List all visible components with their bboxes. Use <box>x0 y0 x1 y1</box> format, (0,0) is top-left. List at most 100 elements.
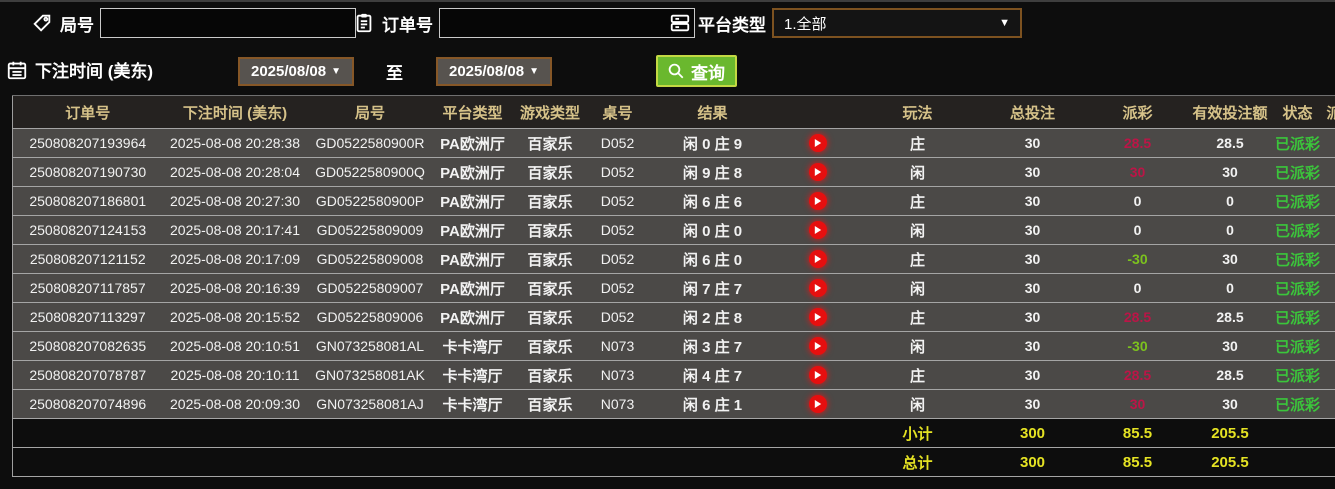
cell-valid-bet: 0 <box>1187 186 1273 216</box>
cell-bet-type: 庄 <box>857 302 978 332</box>
cell-game-type: 百家乐 <box>512 157 588 187</box>
platform-type-filter: 平台类型 1.全部 ▼ <box>668 8 1022 38</box>
grand-total-row: 总计 300 85.5 205.5 <box>12 447 1335 477</box>
order-no-input[interactable] <box>439 8 695 38</box>
cell-total-bet: 30 <box>977 302 1088 332</box>
cell-payout: 28.5 <box>1087 128 1188 158</box>
table-row: 250808207186801 2025-08-08 20:27:30 GD0522… <box>12 186 1335 216</box>
cell-replay <box>777 389 858 419</box>
order-no-filter: 订单号 <box>352 8 695 38</box>
cell-total-bet: 30 <box>977 186 1088 216</box>
cell-replay <box>777 273 858 303</box>
bet-records-table: 订单号 下注时间 (美东) 局号 平台类型 游戏类型 桌号 结果 玩法 总投注 … <box>12 95 1335 477</box>
play-video-icon[interactable] <box>808 395 827 414</box>
cell-result: 闲 3 庄 7 <box>647 331 778 361</box>
chevron-down-icon: ▼ <box>529 66 539 77</box>
cell-total-bet: 30 <box>977 244 1088 274</box>
header-platform-type: 平台类型 <box>432 95 513 129</box>
cell-replay <box>777 186 858 216</box>
cell-payout: 30 <box>1087 389 1188 419</box>
cell-payout: 0 <box>1087 186 1188 216</box>
cell-game-type: 百家乐 <box>512 273 588 303</box>
play-video-icon[interactable] <box>808 163 827 182</box>
cell-status: 已派彩 <box>1272 273 1323 303</box>
play-video-icon[interactable] <box>808 337 827 356</box>
cell-bet-type: 庄 <box>857 360 978 390</box>
table-row: 250808207082635 2025-08-08 20:10:51 GN0732… <box>12 331 1335 361</box>
date-to-picker[interactable]: 2025/08/08 ▼ <box>436 57 552 86</box>
header-table-no: 桌号 <box>587 95 648 129</box>
cell-platform-type: 卡卡湾厅 <box>432 360 513 390</box>
header-bet-type: 玩法 <box>857 95 978 129</box>
play-video-icon[interactable] <box>808 308 827 327</box>
cell-table-no: N073 <box>587 331 648 361</box>
cell-replay <box>777 157 858 187</box>
cell-order-no: 250808207078787 <box>12 360 163 390</box>
cell-payout: 28.5 <box>1087 302 1188 332</box>
bet-time-filter-label: 下注时间 (美东) <box>5 57 153 82</box>
cell-clipped-column <box>1322 273 1335 303</box>
play-video-icon[interactable] <box>808 366 827 385</box>
cell-clipped-column <box>1322 302 1335 332</box>
cell-replay <box>777 244 858 274</box>
cell-total-bet: 30 <box>977 360 1088 390</box>
cell-result: 闲 2 庄 8 <box>647 302 778 332</box>
cell-result: 闲 6 庄 0 <box>647 244 778 274</box>
search-icon <box>664 59 688 83</box>
cell-total-bet: 30 <box>977 273 1088 303</box>
table-row: 250808207074896 2025-08-08 20:09:30 GN0732… <box>12 389 1335 419</box>
cell-game-type: 百家乐 <box>512 360 588 390</box>
cell-bet-time: 2025-08-08 20:16:39 <box>162 273 308 303</box>
header-replay <box>777 95 858 129</box>
cell-status: 已派彩 <box>1272 302 1323 332</box>
cell-table-no: D052 <box>587 157 648 187</box>
cell-bet-type: 庄 <box>857 244 978 274</box>
cell-replay <box>777 128 858 158</box>
cell-valid-bet: 30 <box>1187 389 1273 419</box>
cell-platform-type: PA欧洲厅 <box>432 215 513 245</box>
table-header-row: 订单号 下注时间 (美东) 局号 平台类型 游戏类型 桌号 结果 玩法 总投注 … <box>12 95 1335 129</box>
date-from-value: 2025/08/08 <box>251 63 327 80</box>
cell-bet-type: 闲 <box>857 157 978 187</box>
cell-result: 闲 7 庄 7 <box>647 273 778 303</box>
cell-clipped-column <box>1322 389 1335 419</box>
cell-platform-type: 卡卡湾厅 <box>432 389 513 419</box>
cell-payout: 0 <box>1087 273 1188 303</box>
cell-status: 已派彩 <box>1272 186 1323 216</box>
play-video-icon[interactable] <box>808 279 827 298</box>
play-video-icon[interactable] <box>808 192 827 211</box>
cell-platform-type: PA欧洲厅 <box>432 273 513 303</box>
platform-type-label: 平台类型 <box>698 15 766 35</box>
platform-type-select[interactable]: 1.全部 ▼ <box>772 8 1022 38</box>
cell-order-no: 250808207124153 <box>12 215 163 245</box>
cell-platform-type: PA欧洲厅 <box>432 128 513 158</box>
round-no-input[interactable] <box>100 8 356 38</box>
cell-total-bet: 30 <box>977 331 1088 361</box>
cell-clipped-column <box>1322 215 1335 245</box>
cell-valid-bet: 28.5 <box>1187 360 1273 390</box>
cell-round-no: GD05225809006 <box>307 302 433 332</box>
query-button[interactable]: 查询 <box>656 55 737 87</box>
cell-clipped-column <box>1322 244 1335 274</box>
header-clipped-column: 派 <box>1322 95 1335 129</box>
play-video-icon[interactable] <box>808 221 827 240</box>
cell-clipped-column <box>1322 128 1335 158</box>
cell-platform-type: PA欧洲厅 <box>432 157 513 187</box>
platform-type-value: 1.全部 <box>784 15 827 33</box>
cell-round-no: GD05225809007 <box>307 273 433 303</box>
cell-platform-type: PA欧洲厅 <box>432 244 513 274</box>
play-video-icon[interactable] <box>808 250 827 269</box>
cell-result: 闲 0 庄 9 <box>647 128 778 158</box>
cell-total-bet: 30 <box>977 157 1088 187</box>
cell-round-no: GN073258081AL <box>307 331 433 361</box>
cell-bet-type: 闲 <box>857 273 978 303</box>
cell-order-no: 250808207074896 <box>12 389 163 419</box>
date-to-group: 2025/08/08 ▼ <box>436 57 552 86</box>
date-from-picker[interactable]: 2025/08/08 ▼ <box>238 57 354 86</box>
cell-bet-time: 2025-08-08 20:28:38 <box>162 128 308 158</box>
header-game-type: 游戏类型 <box>512 95 588 129</box>
query-button-label: 查询 <box>691 63 725 83</box>
cell-valid-bet: 0 <box>1187 215 1273 245</box>
play-video-icon[interactable] <box>808 134 827 153</box>
server-stack-icon <box>668 11 692 35</box>
